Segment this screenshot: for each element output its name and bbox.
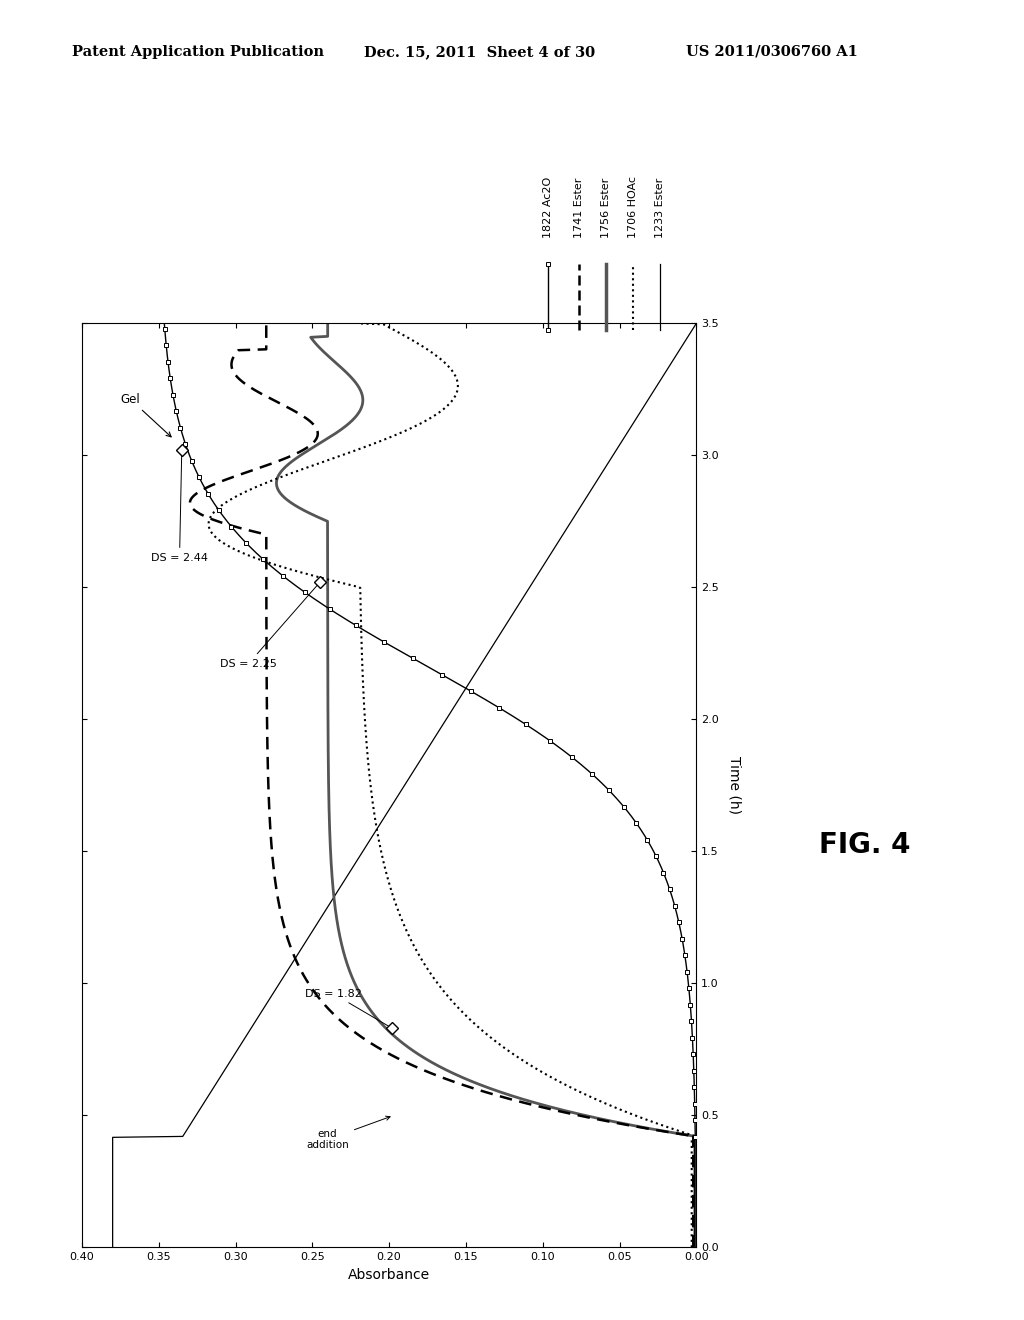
Text: 1706 HOAc: 1706 HOAc xyxy=(628,176,638,238)
Text: 1756 Ester: 1756 Ester xyxy=(601,177,611,238)
Text: 1822 Ac2O: 1822 Ac2O xyxy=(543,177,553,238)
Text: DS = 1.82: DS = 1.82 xyxy=(304,989,390,1027)
Text: 1233 Ester: 1233 Ester xyxy=(655,177,666,238)
Text: Gel: Gel xyxy=(120,392,171,437)
Text: US 2011/0306760 A1: US 2011/0306760 A1 xyxy=(686,45,858,59)
Text: end
addition: end addition xyxy=(306,1117,390,1150)
Text: DS = 2.44: DS = 2.44 xyxy=(151,453,208,564)
Text: Dec. 15, 2011  Sheet 4 of 30: Dec. 15, 2011 Sheet 4 of 30 xyxy=(364,45,595,59)
Y-axis label: Time (h): Time (h) xyxy=(727,756,741,814)
X-axis label: Absorbance: Absorbance xyxy=(348,1267,430,1282)
Text: FIG. 4: FIG. 4 xyxy=(819,830,910,859)
Text: 1741 Ester: 1741 Ester xyxy=(573,177,584,238)
Text: DS = 2.25: DS = 2.25 xyxy=(220,585,318,669)
Text: Patent Application Publication: Patent Application Publication xyxy=(72,45,324,59)
